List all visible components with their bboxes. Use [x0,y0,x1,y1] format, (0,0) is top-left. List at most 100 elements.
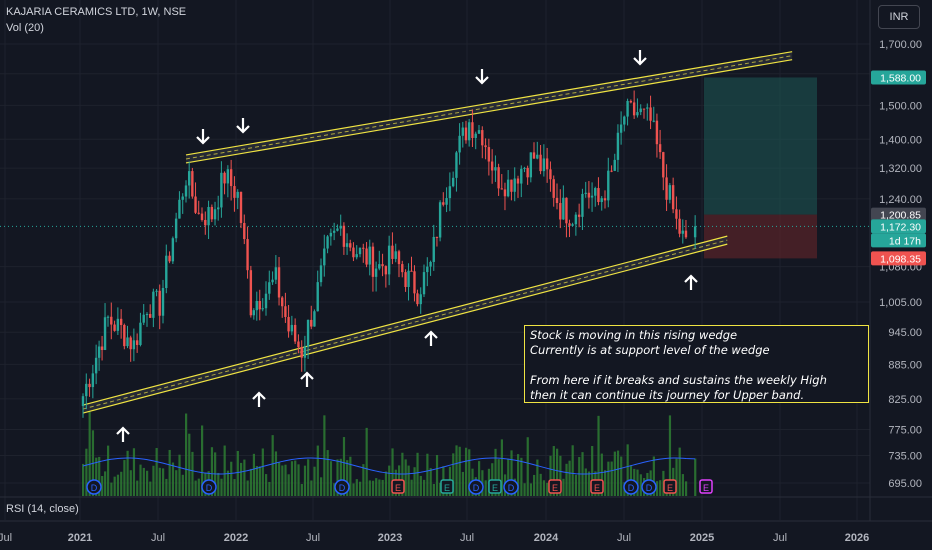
candle [187,161,191,199]
volume-bar [88,411,91,496]
candle [293,318,297,345]
marker-letter: D [206,483,213,493]
candle [287,305,290,338]
marker-shape [201,479,217,495]
candle-body [549,169,552,180]
upper-wedge-band-fill [185,51,793,163]
candle [142,304,145,326]
price-label-entry: 1,200.85 [871,207,926,222]
volume-bar [455,445,458,496]
candle [438,200,442,242]
candle-body [145,314,149,316]
volume-bar [320,477,323,496]
candle-body [181,196,184,200]
candle [290,315,294,336]
volume-bar [136,480,139,496]
candle-body [326,236,329,249]
candle [603,190,607,209]
candle-body [461,127,464,136]
candle [559,189,562,229]
marker-letter: D [628,483,635,493]
candle-body [226,169,230,184]
candle [381,253,384,277]
down-arrow [196,129,210,145]
candle-body [313,311,316,327]
volume-bar [197,478,200,496]
candle [681,219,684,244]
candle-body [171,238,175,262]
candle-body [545,158,549,170]
candle-body [410,270,413,272]
candle-body [281,297,284,307]
candle-body [174,218,178,239]
candle [565,197,568,238]
candle-body [636,112,639,116]
candle-body [616,132,620,160]
price-tick-label: 775.00 [888,425,922,437]
candle-body [626,100,629,117]
candle [220,161,223,218]
candle [129,335,132,362]
price-tick-label: 1,240.00 [879,194,922,206]
candle [494,155,497,182]
dividend-marker: D [623,479,639,495]
lower-wedge-band-edge-top [82,235,728,406]
candle-body [113,324,116,331]
candle [646,103,649,121]
currency-button[interactable]: INR [878,5,920,29]
volume-bar [565,463,568,496]
volume-bar [549,455,552,496]
candle-body [584,192,587,194]
candle-body [100,346,104,350]
candle [539,144,542,175]
candle-body [487,147,491,162]
candle-body [665,177,668,200]
candle-body [397,251,401,265]
candle [675,196,678,230]
candle [132,328,136,362]
candle-body [394,251,397,259]
candle [249,265,253,318]
volume-indicator-label[interactable]: Vol (20) [6,22,44,34]
candle-body [555,197,559,204]
candle-body [542,158,546,172]
candle-body [455,152,458,178]
volume-bar [217,472,220,496]
candle [126,325,129,349]
candle-body [371,246,375,277]
volume-bar [568,460,571,496]
candle-body [106,316,110,318]
price-tick-label: 1,700.00 [879,39,922,51]
candle [88,378,91,397]
volume-bar [200,425,204,496]
candle-body [532,152,536,159]
price-label-text: 1,200.85 [880,210,921,222]
earnings-marker: E [440,479,454,494]
volume-bar [316,445,319,496]
volume-bar [95,457,98,496]
candle-body [284,306,287,317]
candle-body [442,202,445,205]
arrow-head [300,371,314,380]
rsi-indicator-label[interactable]: RSI (14, close) [6,503,79,515]
candle [613,153,616,172]
earnings-marker: E [663,479,677,494]
candle [574,212,578,236]
candle-body [574,214,578,225]
candle-body [404,272,407,287]
candle-body [539,154,542,172]
volume-bar [426,453,429,496]
candle-body [471,122,474,138]
candle [545,147,549,183]
candle [536,141,539,160]
marker-letter: E [444,483,450,493]
volume-bar [359,481,362,496]
candle [416,289,419,307]
volume-bar [681,474,684,496]
volume-bar [313,466,316,496]
candle-body [681,230,684,234]
candle-body [139,322,142,345]
marker-letter: D [473,483,480,493]
candle [503,182,507,211]
